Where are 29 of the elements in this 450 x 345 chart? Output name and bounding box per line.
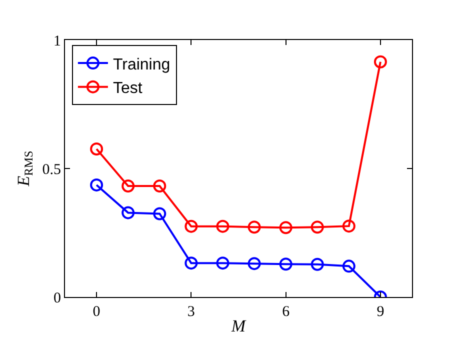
point — [374, 55, 387, 68]
point — [342, 220, 356, 233]
point — [216, 256, 230, 270]
point — [342, 260, 356, 273]
point — [90, 178, 104, 192]
point — [279, 221, 292, 234]
point — [216, 220, 230, 233]
y-tick-label: 0.5 — [42, 162, 61, 178]
point — [122, 206, 135, 220]
point — [90, 142, 104, 156]
x-tick-label: 6 — [282, 304, 290, 320]
point — [153, 179, 166, 192]
point — [184, 256, 198, 270]
x-tick-label: 3 — [187, 304, 195, 320]
point — [122, 179, 135, 192]
point — [184, 220, 198, 233]
legend-label: Training — [112, 56, 170, 74]
point — [279, 258, 292, 271]
x-tick-label: 0 — [92, 304, 100, 320]
y-tick-label: 0 — [54, 290, 61, 306]
x-axis-title: M — [230, 316, 246, 336]
y-tick-label: 1 — [54, 33, 61, 50]
point — [248, 220, 261, 234]
legend-label: Test — [112, 80, 143, 98]
point — [310, 258, 324, 271]
x-tick-label: 9 — [376, 304, 384, 320]
point — [248, 257, 261, 270]
point — [153, 207, 166, 220]
point — [310, 220, 324, 234]
